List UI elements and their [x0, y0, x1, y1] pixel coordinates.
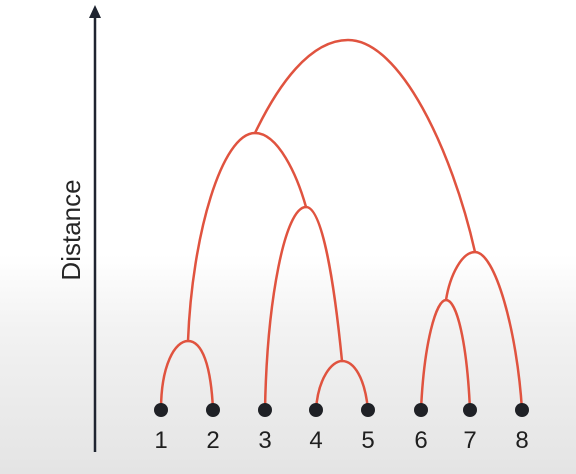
leaf-node-6 — [414, 403, 428, 417]
merge-arc-3-45 — [263, 205, 344, 412]
leaf-label-6: 6 — [414, 427, 427, 454]
dendrogram-branches — [159, 38, 524, 412]
merge-arc-4-5 — [314, 359, 370, 412]
merge-arc-1-2 — [159, 339, 215, 412]
leaf-label-2: 2 — [206, 427, 219, 454]
leaf-node-2 — [206, 403, 220, 417]
merge-arc-12-345 — [186, 131, 308, 343]
leaf-nodes — [154, 403, 529, 417]
leaf-label-5: 5 — [361, 427, 374, 454]
leaf-label-3: 3 — [258, 427, 271, 454]
leaf-node-1 — [154, 403, 168, 417]
y-axis: Distance — [56, 5, 101, 452]
leaf-node-3 — [258, 403, 272, 417]
merge-arc-root — [253, 38, 477, 254]
leaf-label-4: 4 — [309, 427, 322, 454]
merge-arc-67-8 — [444, 250, 524, 412]
y-axis-arrow-icon — [89, 5, 101, 18]
merge-arc-6-7 — [419, 298, 472, 412]
leaf-label-1: 1 — [154, 427, 167, 454]
leaf-label-7: 7 — [463, 427, 476, 454]
y-axis-label: Distance — [56, 179, 86, 280]
leaf-label-8: 8 — [515, 427, 528, 454]
leaf-labels: 1 2 3 4 5 6 7 8 — [154, 427, 528, 454]
leaf-node-4 — [309, 403, 323, 417]
leaf-node-5 — [361, 403, 375, 417]
leaf-node-8 — [515, 403, 529, 417]
leaf-node-7 — [463, 403, 477, 417]
